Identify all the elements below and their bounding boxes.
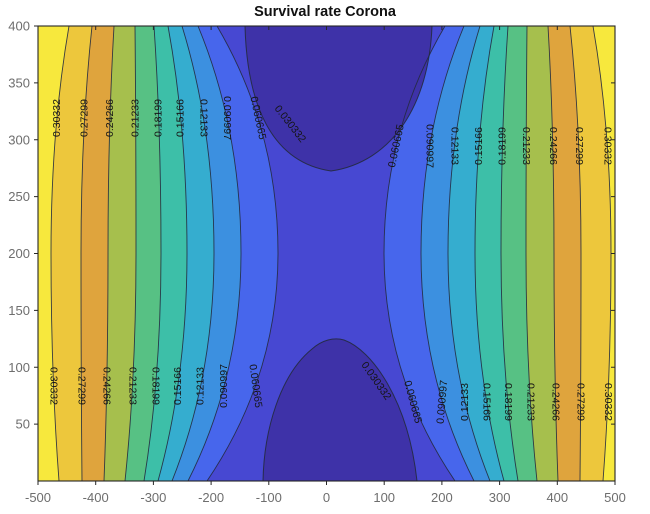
y-tick-label: 50 <box>16 417 30 432</box>
contour-label: 0.30332 <box>602 383 614 421</box>
contour-label: 0.090997 <box>221 96 233 140</box>
x-tick-label: 0 <box>323 490 330 505</box>
contour-label: 0.27299 <box>79 99 91 137</box>
contour-label: 0.18199 <box>496 127 508 165</box>
contour-line <box>547 26 559 481</box>
y-tick-label: 250 <box>8 189 30 204</box>
y-tick-label: 200 <box>8 246 30 261</box>
contour-label: 0.27299 <box>573 127 585 165</box>
y-tick-label: 350 <box>8 75 30 90</box>
contour-label: 0.18199 <box>502 383 514 421</box>
contour-line <box>474 26 505 481</box>
x-tick-label: -300 <box>140 490 166 505</box>
contour-line <box>80 26 93 481</box>
x-tick-label: 400 <box>546 490 568 505</box>
x-tick-label: 200 <box>431 490 453 505</box>
x-tick-label: -200 <box>198 490 224 505</box>
contour-label: 0.12133 <box>197 99 209 137</box>
contour-label: 0.15166 <box>172 367 184 405</box>
contour-label: 0.18199 <box>150 367 162 405</box>
contour-line <box>143 26 162 481</box>
contour-line <box>525 26 538 481</box>
contour-label: 0.090997 <box>218 364 230 408</box>
contour-label: 0.21233 <box>130 99 142 137</box>
contour-label: 0.24266 <box>104 99 116 137</box>
contour-label: 0.21233 <box>524 383 536 421</box>
contour-label: 0.15166 <box>481 383 493 421</box>
contour-line <box>420 26 475 481</box>
y-tick-label: 150 <box>8 303 30 318</box>
x-tick-label: -500 <box>25 490 51 505</box>
contour-label: 0.090997 <box>424 124 436 168</box>
contour-band <box>207 26 455 481</box>
contour-line <box>447 26 491 481</box>
contour-blob <box>244 26 433 172</box>
y-tick-label: 300 <box>8 132 30 147</box>
y-tick-label: 400 <box>8 19 30 34</box>
contour-line <box>157 26 188 481</box>
contour-label: 0.24266 <box>101 367 113 405</box>
contour-line <box>187 26 242 481</box>
contour-label: 0.30332 <box>601 127 613 165</box>
x-tick-label: 500 <box>604 490 626 505</box>
contour-label: 0.090997 <box>434 380 450 425</box>
contour-line <box>569 26 582 481</box>
contour-line <box>103 26 115 481</box>
y-tick-label: 100 <box>8 360 30 375</box>
contour-line <box>124 26 137 481</box>
contour-line <box>50 26 70 481</box>
chart-title: Survival rate Corona <box>254 4 396 20</box>
contour-label: 0.21233 <box>520 127 532 165</box>
contour-label: 0.30332 <box>51 99 63 137</box>
contour-label: 0.27299 <box>575 383 587 421</box>
x-tick-label: -100 <box>256 490 282 505</box>
contour-label: 0.24266 <box>547 127 559 165</box>
contour-label: 0.15166 <box>473 127 485 165</box>
contour-line <box>171 26 215 481</box>
x-tick-label: 100 <box>373 490 395 505</box>
contour-label: 0.24266 <box>550 383 562 421</box>
x-tick-label: 300 <box>489 490 511 505</box>
contour-label: 0.12133 <box>195 367 207 405</box>
plot-area: 0.0606650.0909970.121330.151660.181990.2… <box>38 26 615 481</box>
contour-label: 0.30332 <box>48 367 60 405</box>
contour-label: 0.12133 <box>459 383 471 421</box>
contour-label: 0.18199 <box>153 99 165 137</box>
contour-label: 0.15166 <box>175 99 187 137</box>
contour-line <box>500 26 519 481</box>
contour-label: 0.27299 <box>75 367 87 405</box>
contour-line <box>206 26 279 481</box>
contour-label: 0.21233 <box>127 367 139 405</box>
contour-blob <box>262 338 418 481</box>
x-tick-label: -400 <box>83 490 109 505</box>
contour-label: 0.12133 <box>448 127 460 165</box>
contour-line <box>383 26 456 481</box>
